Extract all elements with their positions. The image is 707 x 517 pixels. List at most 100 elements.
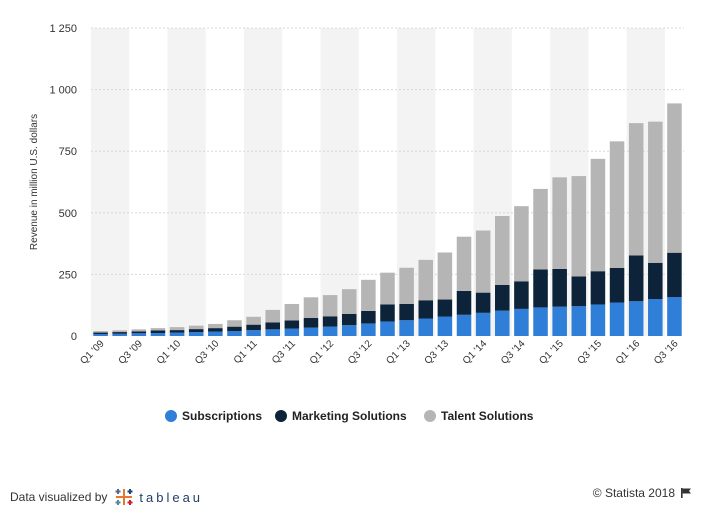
bar-subscriptions[interactable]: [648, 299, 663, 336]
bar-subscriptions[interactable]: [495, 310, 510, 336]
bar-marketing-solutions[interactable]: [322, 316, 338, 327]
bar-marketing-solutions[interactable]: [437, 299, 453, 317]
bar-talent-solutions[interactable]: [590, 158, 606, 272]
bar-marketing-solutions[interactable]: [590, 271, 606, 305]
bar-marketing-solutions[interactable]: [456, 290, 472, 315]
bar-talent-solutions[interactable]: [303, 297, 319, 319]
bar-subscriptions[interactable]: [131, 333, 147, 336]
bar-subscriptions[interactable]: [552, 306, 567, 336]
bar-marketing-solutions[interactable]: [514, 281, 529, 309]
bar-marketing-solutions[interactable]: [93, 332, 108, 335]
credit[interactable]: Data visualized by tableau: [10, 486, 203, 508]
bar-marketing-solutions[interactable]: [609, 267, 625, 303]
bar-marketing-solutions[interactable]: [150, 330, 166, 334]
bar-subscriptions[interactable]: [112, 333, 127, 336]
bar-subscriptions[interactable]: [93, 334, 108, 336]
bar-subscriptions[interactable]: [284, 328, 300, 336]
bar-marketing-solutions[interactable]: [418, 300, 434, 319]
bar-subscriptions[interactable]: [667, 297, 682, 336]
bar-subscriptions[interactable]: [628, 301, 644, 336]
bar-subscriptions[interactable]: [418, 318, 434, 336]
bar-talent-solutions[interactable]: [628, 123, 644, 256]
legend-item-marketing-solutions[interactable]: Marketing Solutions: [275, 409, 407, 423]
bar-talent-solutions[interactable]: [456, 236, 472, 291]
bar-marketing-solutions[interactable]: [227, 326, 242, 332]
bar-marketing-solutions[interactable]: [552, 268, 567, 307]
bar-subscriptions[interactable]: [246, 330, 261, 336]
bar-marketing-solutions[interactable]: [246, 324, 261, 331]
bar-marketing-solutions[interactable]: [533, 269, 548, 308]
bar-subscriptions[interactable]: [380, 321, 395, 336]
bar-marketing-solutions[interactable]: [131, 331, 147, 334]
bar-subscriptions[interactable]: [609, 302, 625, 336]
bar-marketing-solutions[interactable]: [169, 330, 185, 333]
bar-marketing-solutions[interactable]: [112, 332, 127, 334]
bar-talent-solutions[interactable]: [514, 206, 529, 282]
bar-talent-solutions[interactable]: [418, 259, 434, 301]
bar-subscriptions[interactable]: [303, 327, 319, 336]
bar-marketing-solutions[interactable]: [284, 320, 300, 329]
x-tick-label: Q1 '13: [384, 338, 413, 367]
bar-talent-solutions[interactable]: [475, 230, 491, 293]
bar-subscriptions[interactable]: [188, 332, 204, 336]
bar-subscriptions[interactable]: [322, 326, 338, 336]
bar-talent-solutions[interactable]: [131, 329, 147, 332]
bar-marketing-solutions[interactable]: [399, 303, 414, 321]
bar-subscriptions[interactable]: [169, 332, 185, 336]
bar-talent-solutions[interactable]: [533, 188, 548, 270]
bar-talent-solutions[interactable]: [112, 330, 127, 333]
bar-talent-solutions[interactable]: [322, 295, 338, 317]
bar-talent-solutions[interactable]: [265, 309, 280, 323]
bar-marketing-solutions[interactable]: [208, 328, 223, 332]
bar-talent-solutions[interactable]: [399, 267, 414, 304]
bar-subscriptions[interactable]: [227, 331, 242, 336]
bar-talent-solutions[interactable]: [284, 303, 300, 321]
bar-talent-solutions[interactable]: [437, 252, 453, 300]
bar-subscriptions[interactable]: [475, 312, 491, 336]
copyright[interactable]: © Statista 2018: [593, 486, 691, 500]
bar-talent-solutions[interactable]: [571, 176, 587, 277]
bar-subscriptions[interactable]: [437, 316, 453, 336]
bar-talent-solutions[interactable]: [341, 289, 357, 314]
bar-marketing-solutions[interactable]: [495, 284, 510, 311]
bar-marketing-solutions[interactable]: [341, 313, 357, 326]
bar-subscriptions[interactable]: [265, 329, 280, 336]
bar-subscriptions[interactable]: [208, 331, 223, 336]
bar-talent-solutions[interactable]: [246, 316, 261, 325]
bar-talent-solutions[interactable]: [648, 121, 663, 263]
bar-subscriptions[interactable]: [590, 304, 606, 336]
bar-subscriptions[interactable]: [514, 308, 529, 336]
bar-subscriptions[interactable]: [533, 307, 548, 336]
bar-marketing-solutions[interactable]: [188, 329, 204, 333]
bar-talent-solutions[interactable]: [667, 103, 682, 253]
bar-marketing-solutions[interactable]: [265, 322, 280, 330]
bar-talent-solutions[interactable]: [552, 177, 567, 269]
bar-talent-solutions[interactable]: [208, 323, 223, 329]
bar-marketing-solutions[interactable]: [628, 255, 644, 302]
bar-marketing-solutions[interactable]: [475, 292, 491, 313]
legend-item-talent-solutions[interactable]: Talent Solutions: [424, 409, 534, 423]
bar-talent-solutions[interactable]: [495, 216, 510, 285]
bar-marketing-solutions[interactable]: [571, 276, 587, 307]
bar-talent-solutions[interactable]: [609, 141, 625, 268]
bar-subscriptions[interactable]: [150, 333, 166, 336]
bar-subscriptions[interactable]: [456, 314, 472, 336]
bar-subscriptions[interactable]: [399, 320, 414, 336]
bar-talent-solutions[interactable]: [380, 272, 395, 305]
bar-subscriptions[interactable]: [361, 323, 376, 336]
bar-talent-solutions[interactable]: [188, 325, 204, 330]
bar-marketing-solutions[interactable]: [361, 310, 376, 324]
bar-talent-solutions[interactable]: [93, 331, 108, 333]
bar-subscriptions[interactable]: [571, 306, 587, 336]
bar-marketing-solutions[interactable]: [667, 252, 682, 298]
bar-marketing-solutions[interactable]: [303, 318, 319, 328]
bar-subscriptions[interactable]: [341, 325, 357, 336]
bar-marketing-solutions[interactable]: [380, 304, 395, 322]
legend-item-subscriptions[interactable]: Subscriptions: [165, 409, 262, 423]
bar-talent-solutions[interactable]: [227, 320, 242, 327]
bar-talent-solutions[interactable]: [361, 279, 376, 311]
bar-talent-solutions[interactable]: [150, 328, 166, 331]
bar-marketing-solutions[interactable]: [648, 262, 663, 300]
bar-talent-solutions[interactable]: [169, 327, 185, 331]
legend: Subscriptions Marketing Solutions Talent S…: [165, 409, 534, 423]
